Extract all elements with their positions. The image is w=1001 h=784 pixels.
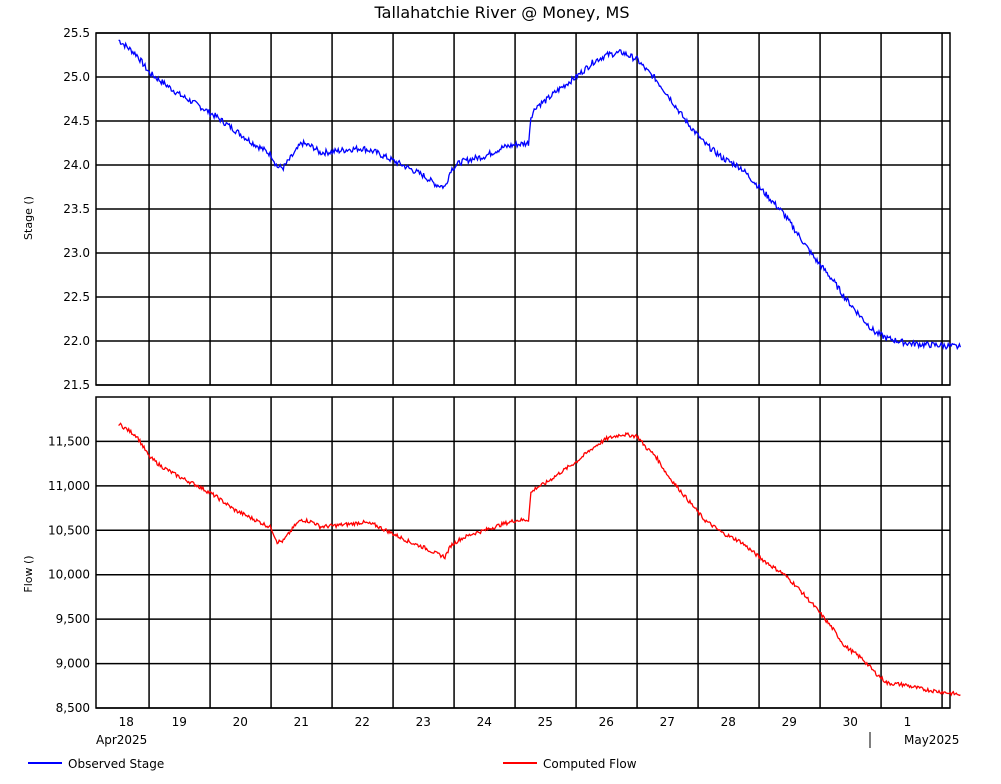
legend: Observed Stage Computed Flow	[28, 757, 637, 771]
stage-y-tick-label: 21.5	[63, 378, 90, 392]
flow-y-tick-label: 10,000	[48, 568, 90, 582]
flow-panel: 11,500 11,000 10,500 10,000 9,500 9,000 8,500	[48, 397, 960, 715]
stage-y-tick-label: 25.0	[63, 70, 90, 84]
stage-y-tick-label: 24.0	[63, 158, 90, 172]
x-tick-label: 21	[294, 715, 309, 729]
x-tick-label: 25	[538, 715, 553, 729]
x-tick-label: 30	[843, 715, 858, 729]
x-tick-label: 1	[904, 715, 912, 729]
flow-y-tick-label: 11,500	[48, 434, 90, 448]
flow-y-tick-label: 9,500	[56, 612, 90, 626]
flow-y-tick-label: 9,000	[56, 657, 90, 671]
stage-axis-label: Stage ()	[22, 196, 35, 240]
stage-y-tick-label: 22.5	[63, 290, 90, 304]
stage-y-tick-label: 23.0	[63, 246, 90, 260]
stage-series-line	[119, 40, 961, 349]
stage-y-tick-label: 23.5	[63, 202, 90, 216]
x-tick-label: 27	[660, 715, 675, 729]
x-tick-label: 22	[355, 715, 370, 729]
x-tick-label: 18	[119, 715, 134, 729]
stage-y-tick-label: 24.5	[63, 114, 90, 128]
flow-y-tick-label: 11,000	[48, 479, 90, 493]
month-label-apr: Apr2025	[96, 733, 147, 747]
flow-y-tick-label: 10,500	[48, 523, 90, 537]
x-tick-label: 20	[233, 715, 248, 729]
flow-axis-label: Flow ()	[22, 555, 35, 592]
x-tick-label: 28	[721, 715, 736, 729]
stage-panel: 25.5 25.0 24.5 24.0 23.5 23.0 22.5 22.0 21.5	[63, 26, 960, 392]
x-tick-label: 24	[477, 715, 492, 729]
chart-title: Tallahatchie River @ Money, MS	[374, 3, 630, 22]
flow-plot-frame	[96, 397, 950, 708]
stage-y-tick-label: 25.5	[63, 26, 90, 40]
month-label-may: May2025	[904, 733, 959, 747]
x-tick-label: 23	[416, 715, 431, 729]
legend-label-stage: Observed Stage	[68, 757, 164, 771]
x-tick-label: 29	[782, 715, 797, 729]
x-tick-label: 26	[599, 715, 614, 729]
flow-series-line	[119, 423, 961, 695]
stage-y-tick-label: 22.0	[63, 334, 90, 348]
x-tick-label: 19	[172, 715, 187, 729]
flow-y-tick-label: 8,500	[56, 701, 90, 715]
legend-label-flow: Computed Flow	[543, 757, 637, 771]
x-axis-ticks: 18 19 20 21 22 23 24 25 26 27 28 29 30 1	[119, 715, 912, 729]
